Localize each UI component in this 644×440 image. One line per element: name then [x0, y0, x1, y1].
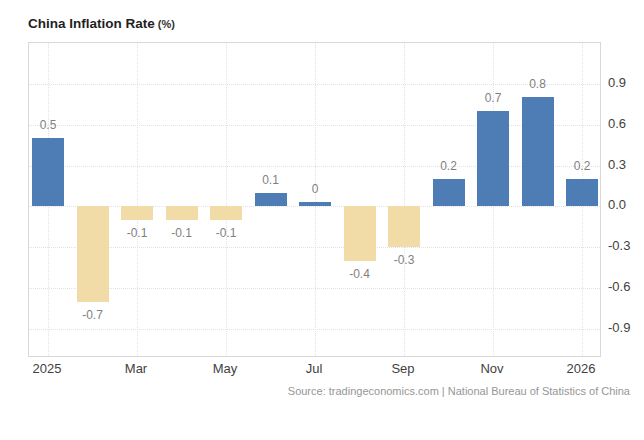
bar-value-label: -0.7: [71, 308, 115, 323]
bar-jun[interactable]: [255, 193, 287, 207]
bar-mar[interactable]: [121, 206, 153, 220]
bar-value-label: 0.8: [516, 77, 560, 92]
bar-jan-2025[interactable]: [32, 138, 64, 206]
bar-value-label: -0.4: [338, 267, 382, 282]
x-tick-label: Sep: [371, 361, 435, 376]
bar-oct[interactable]: [433, 179, 465, 206]
source-attribution: Source: tradingeconomics.com | National …: [288, 385, 630, 397]
bar-dec[interactable]: [522, 97, 554, 206]
bar-value-label: 0.2: [427, 159, 471, 174]
bar-aug[interactable]: [344, 206, 376, 260]
bar-apr[interactable]: [166, 206, 198, 220]
x-tick-label: 2026: [549, 361, 613, 376]
chart-title-text: China Inflation Rate: [28, 16, 155, 31]
bar-value-label: -0.1: [204, 226, 248, 241]
x-tick-label: Jul: [282, 361, 346, 376]
bar-sep[interactable]: [388, 206, 420, 247]
bar-value-label: -0.1: [160, 226, 204, 241]
x-tick-label: Nov: [460, 361, 524, 376]
y-axis: 0.9 0.6 0.3 0.0 -0.3 -0.6 -0.9: [608, 42, 642, 355]
bar-value-label: 0.2: [560, 159, 604, 174]
chart-title-unit: (%): [158, 18, 175, 30]
chart-title: China Inflation Rate(%): [28, 16, 175, 31]
bar-jan-2026[interactable]: [566, 179, 598, 206]
inflation-chart: China Inflation Rate(%) 0.5-0.7-0.1-0.1-…: [0, 0, 644, 440]
y-tick-label: -0.3: [608, 238, 630, 254]
bar-may[interactable]: [210, 206, 242, 220]
bar-value-label: 0.5: [26, 118, 70, 133]
v-gridline: [226, 43, 227, 356]
plot-area: 0.5-0.7-0.1-0.1-0.10.10-0.4-0.30.20.70.8…: [28, 42, 601, 357]
bar-value-label: 0: [293, 182, 337, 197]
x-tick-label: May: [193, 361, 257, 376]
x-tick-label: Mar: [104, 361, 168, 376]
v-gridline: [137, 43, 138, 356]
bar-value-label: -0.3: [382, 253, 426, 268]
bar-value-label: 0.7: [471, 91, 515, 106]
y-tick-label: 0.3: [608, 157, 626, 173]
bar-value-label: -0.1: [115, 226, 159, 241]
y-tick-label: 0.6: [608, 116, 626, 132]
y-tick-label: 0.0: [608, 197, 626, 213]
x-tick-label: 2025: [15, 361, 79, 376]
x-axis: 2025MarMayJulSepNov2026: [28, 361, 599, 379]
bar-feb[interactable]: [77, 206, 109, 301]
y-tick-label: 0.9: [608, 75, 626, 91]
y-tick-label: -0.6: [608, 279, 630, 295]
bar-jul[interactable]: [299, 202, 331, 206]
v-gridline: [315, 43, 316, 356]
y-tick-label: -0.9: [608, 320, 630, 336]
v-gridline: [404, 43, 405, 356]
bar-nov[interactable]: [477, 111, 509, 206]
bar-value-label: 0.1: [249, 173, 293, 188]
